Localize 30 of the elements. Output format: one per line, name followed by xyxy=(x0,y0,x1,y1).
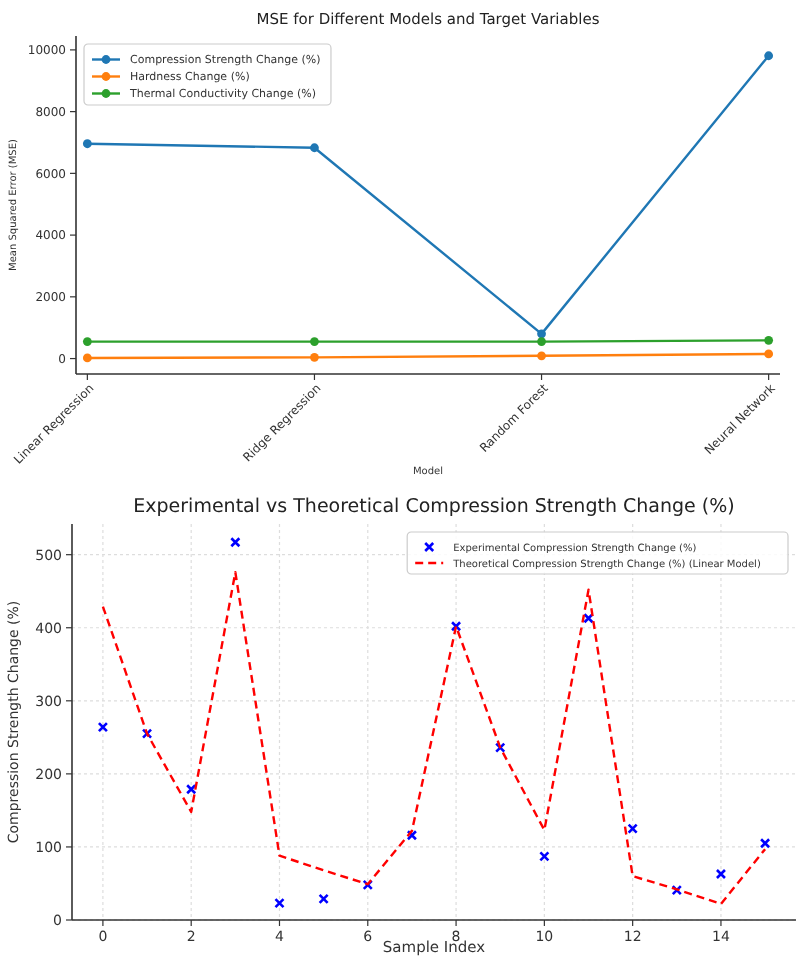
point xyxy=(671,884,683,896)
point xyxy=(715,868,727,880)
point xyxy=(764,335,774,345)
point xyxy=(450,620,462,632)
point xyxy=(310,143,319,153)
point xyxy=(537,337,546,346)
point xyxy=(82,353,92,363)
chart-title: Experimental vs Theoretical Compression Strength Change (%) xyxy=(133,496,735,518)
point xyxy=(82,337,92,346)
point xyxy=(82,139,92,149)
point xyxy=(185,783,197,795)
point xyxy=(97,721,109,733)
point xyxy=(310,352,319,362)
point xyxy=(230,536,241,548)
point xyxy=(274,897,285,909)
point xyxy=(764,51,774,61)
point xyxy=(494,742,506,753)
point xyxy=(318,893,329,905)
point xyxy=(406,829,418,841)
point xyxy=(362,879,374,891)
point xyxy=(537,329,546,339)
point xyxy=(537,351,546,361)
point xyxy=(627,823,638,834)
point xyxy=(583,612,594,624)
line-series xyxy=(101,571,767,906)
point xyxy=(764,349,774,359)
point xyxy=(141,728,153,739)
point xyxy=(539,851,550,862)
point xyxy=(310,337,319,346)
point xyxy=(759,837,771,849)
